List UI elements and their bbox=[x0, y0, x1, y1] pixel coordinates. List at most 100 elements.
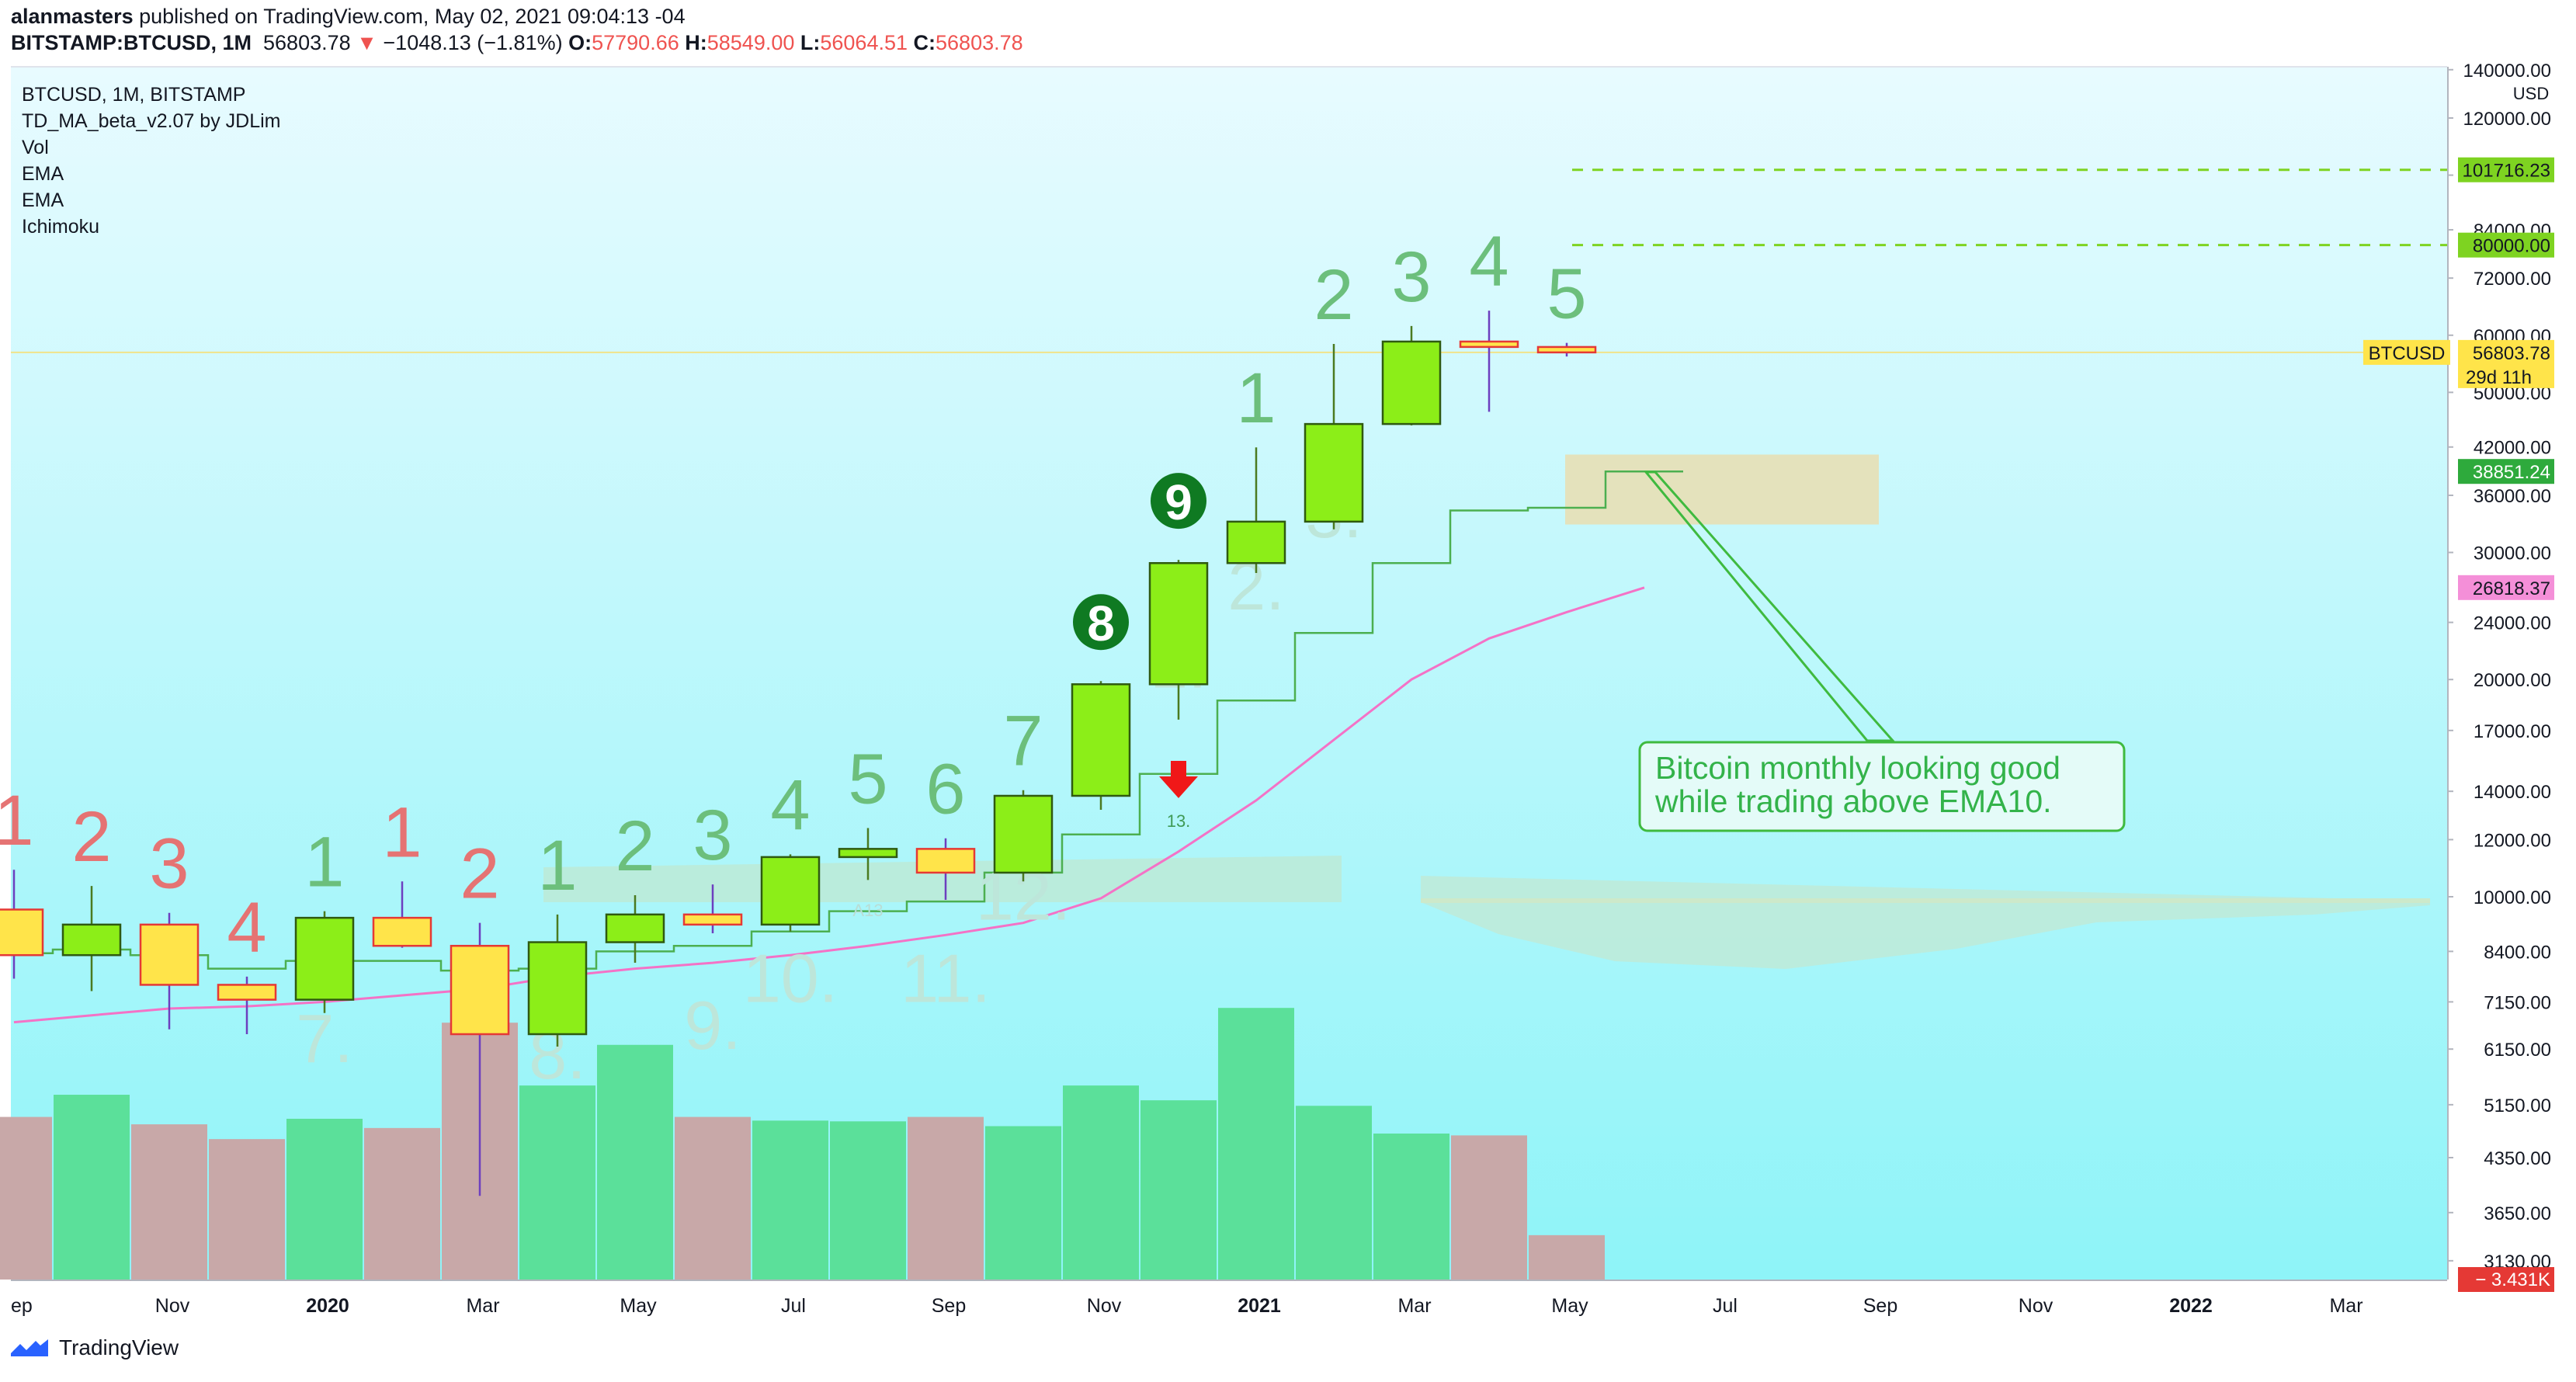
volume-bar bbox=[1063, 1085, 1139, 1280]
price-tick-label: 140000.00 bbox=[2463, 61, 2551, 82]
candle-body bbox=[1536, 346, 1597, 354]
last-price-tag bbox=[2458, 339, 2554, 388]
volume-bar bbox=[131, 1124, 207, 1280]
td-count-label: 1 bbox=[0, 781, 34, 860]
td-small-label: 13. bbox=[1167, 811, 1191, 831]
low-label: L: bbox=[800, 31, 821, 54]
td-count-label: 4 bbox=[1469, 222, 1508, 301]
price-tick-label: 36000.00 bbox=[2474, 486, 2551, 507]
callout-line-1: Bitcoin monthly looking good bbox=[1655, 750, 2060, 786]
low-value: 56064.51 bbox=[820, 31, 908, 54]
price-tag bbox=[2458, 157, 2554, 182]
symbol-tag-label: BTCUSD bbox=[2369, 343, 2446, 364]
time-tick-label: Nov bbox=[2019, 1295, 2054, 1317]
volume-bar bbox=[1373, 1134, 1449, 1280]
volume-bar bbox=[1296, 1106, 1372, 1280]
candle-body bbox=[217, 984, 277, 1001]
price-tick-label: 7150.00 bbox=[2484, 992, 2551, 1013]
ichimoku-cloud-past bbox=[543, 856, 1342, 902]
bar-countdown-label: 29d 11h bbox=[2466, 367, 2532, 388]
candle-body bbox=[139, 923, 200, 986]
legend-item: Vol bbox=[22, 137, 49, 158]
candle-body bbox=[294, 916, 355, 1001]
price-change: −1048.13 (−1.81%) bbox=[383, 31, 563, 54]
volume-bar bbox=[908, 1116, 984, 1280]
time-tick-label: Nov bbox=[155, 1295, 190, 1317]
symbol-tag bbox=[2363, 339, 2450, 365]
chart-header: alanmasters published on TradingView.com… bbox=[0, 0, 2576, 62]
price-tick-label: 72000.00 bbox=[2474, 269, 2551, 290]
ema-short-tag-label: 38851.24 bbox=[2473, 462, 2550, 483]
sell-arrow-icon bbox=[1159, 761, 1198, 798]
volume-bar bbox=[54, 1095, 130, 1280]
callout-box bbox=[1638, 741, 2126, 832]
volume-bar bbox=[752, 1120, 828, 1280]
high-label: H: bbox=[685, 31, 707, 54]
td-count-label: 1 bbox=[537, 826, 577, 905]
legend-item: BTCUSD, 1M, BITSTAMP bbox=[22, 84, 245, 106]
legend-item: TD_MA_beta_v2.07 by JDLim bbox=[22, 110, 280, 132]
price-tick-label: 8400.00 bbox=[2484, 942, 2551, 963]
price-tick-label: 120000.00 bbox=[2463, 109, 2551, 130]
volume-tag bbox=[2458, 1267, 2554, 1292]
symbol-line: BITSTAMP:BTCUSD, 1M bbox=[11, 31, 252, 54]
candle-body bbox=[1071, 683, 1131, 797]
high-value: 58549.00 bbox=[706, 31, 795, 54]
td-setup-circle bbox=[1151, 473, 1206, 530]
tradingview-brand[interactable]: TradingView bbox=[9, 1335, 179, 1360]
candle-body bbox=[1226, 520, 1286, 564]
brand-name: TradingView bbox=[59, 1335, 179, 1359]
close-label: C: bbox=[913, 31, 936, 54]
volume-bar bbox=[0, 1116, 52, 1280]
ema-long-tag-label: 26818.37 bbox=[2473, 578, 2550, 599]
price-tick-label: 5150.00 bbox=[2484, 1096, 2551, 1116]
candle-body bbox=[1459, 340, 1519, 349]
td-count-label: 3 bbox=[693, 796, 732, 875]
volume-bar bbox=[209, 1139, 285, 1280]
volume-bar bbox=[597, 1044, 673, 1280]
candle-body bbox=[760, 856, 821, 926]
close-value: 56803.78 bbox=[936, 31, 1023, 54]
td-small-label: A13 bbox=[852, 901, 883, 920]
candle-body bbox=[0, 908, 44, 957]
price-tick-label: 42000.00 bbox=[2474, 438, 2551, 459]
td-count-label: 5 bbox=[848, 740, 887, 819]
legend-item: EMA bbox=[22, 189, 64, 211]
price-tag bbox=[2458, 232, 2554, 258]
candle-body bbox=[993, 794, 1054, 874]
time-tick-label: Jul bbox=[781, 1295, 806, 1317]
publisher-name[interactable]: alanmasters bbox=[11, 5, 134, 28]
price-tick-label: 12000.00 bbox=[2474, 830, 2551, 851]
td-count-label: 2 bbox=[1314, 255, 1353, 335]
volume-bar bbox=[985, 1126, 1061, 1280]
volume-bar bbox=[675, 1116, 751, 1280]
price-tick-label: 4350.00 bbox=[2484, 1148, 2551, 1169]
time-tick-label: Sep bbox=[1863, 1295, 1897, 1317]
candle-body bbox=[372, 916, 432, 947]
legend-item: Ichimoku bbox=[22, 216, 99, 238]
candle-body bbox=[1148, 561, 1209, 686]
volume-tag-label: − 3.431K bbox=[2475, 1269, 2550, 1290]
last-price-tag-label: 56803.78 bbox=[2473, 343, 2550, 364]
time-tick-label: 2022 bbox=[2169, 1295, 2213, 1317]
td-setup-count: 8 bbox=[1087, 596, 1115, 651]
price-tag-label: 101716.23 bbox=[2463, 161, 2550, 182]
td-count-label: 4 bbox=[227, 888, 266, 967]
td-count-label: 3 bbox=[1391, 238, 1431, 317]
td-count-label: 1 bbox=[382, 793, 422, 872]
time-tick-label: Jul bbox=[1713, 1295, 1738, 1317]
td-count-label: 5 bbox=[1547, 255, 1586, 334]
candle-body bbox=[682, 913, 743, 926]
open-value: 57790.66 bbox=[592, 31, 679, 54]
time-tick-label: Mar bbox=[2329, 1295, 2362, 1317]
symbol-ohlc-line: BITSTAMP:BTCUSD, 1M 56803.78 ▼ −1048.13 … bbox=[11, 31, 1023, 55]
td-setup-count: 9 bbox=[1165, 474, 1193, 530]
candle-body bbox=[605, 913, 665, 943]
price-unit-label: USD bbox=[2513, 84, 2549, 103]
time-tick-label: 2021 bbox=[1238, 1295, 1281, 1317]
ema-short-line bbox=[0, 470, 1683, 972]
callout-pointer bbox=[1643, 471, 1896, 742]
td-setup-circle bbox=[1073, 594, 1129, 651]
candle-body bbox=[527, 941, 588, 1036]
